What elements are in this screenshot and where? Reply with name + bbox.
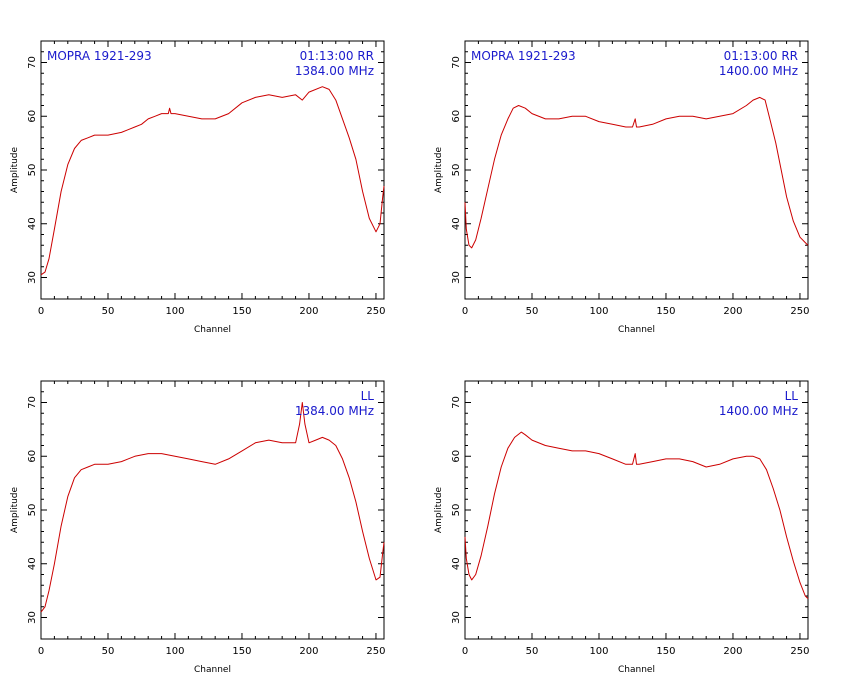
x-tick-label: 0 bbox=[38, 646, 44, 657]
y-tick-label: 50 bbox=[27, 164, 38, 177]
y-tick-label: 40 bbox=[451, 217, 462, 230]
y-tick-label: 70 bbox=[27, 396, 38, 409]
y-tick-label: 30 bbox=[451, 611, 462, 624]
source-annotation: MOPRA 1921-293 bbox=[47, 49, 152, 63]
x-axis-title: Channel bbox=[194, 665, 231, 675]
x-tick-label: 250 bbox=[366, 646, 385, 657]
y-tick-label: 50 bbox=[451, 164, 462, 177]
y-tick-label: 30 bbox=[27, 611, 38, 624]
x-axis-title: Channel bbox=[194, 325, 231, 335]
y-tick-label: 70 bbox=[451, 56, 462, 69]
x-tick-label: 200 bbox=[299, 646, 318, 657]
plot-frame bbox=[40, 380, 385, 640]
y-tick-label: 60 bbox=[451, 110, 462, 123]
frequency-annotation: 1384.00 MHz bbox=[295, 64, 374, 78]
x-tick-label: 50 bbox=[102, 646, 115, 657]
y-axis-title: Amplitude bbox=[434, 486, 444, 533]
spectrum-line-1 bbox=[464, 96, 809, 249]
y-axis-title: Amplitude bbox=[434, 146, 444, 193]
x-tick-label: 100 bbox=[165, 306, 184, 317]
source-annotation: MOPRA 1921-293 bbox=[471, 49, 576, 63]
y-tick-label: 40 bbox=[27, 557, 38, 570]
y-tick-label: 30 bbox=[27, 271, 38, 284]
time-pol-annotation: 01:13:00 RR bbox=[300, 49, 374, 63]
y-tick-label: 70 bbox=[451, 396, 462, 409]
time-pol-annotation: LL bbox=[785, 389, 799, 403]
plot-frame bbox=[464, 40, 809, 300]
frequency-annotation: 1384.00 MHz bbox=[295, 404, 374, 418]
frequency-annotation: 1400.00 MHz bbox=[719, 404, 798, 418]
x-axis-title: Channel bbox=[618, 325, 655, 335]
x-tick-label: 200 bbox=[723, 646, 742, 657]
chart-panel-4: 0 50 100 150 200 250 30 40 50 60 70 Channel Amplitud… bbox=[434, 380, 810, 675]
spectrum-line-1 bbox=[40, 86, 385, 276]
plot-frame bbox=[40, 40, 385, 300]
spectrum-line-1 bbox=[40, 402, 385, 613]
chart-panel-1: 0 50 100 150 200 250 30 40 50 60 70 Channel Amplitud… bbox=[10, 40, 386, 335]
x-tick-label: 0 bbox=[462, 306, 468, 317]
y-tick-label: 70 bbox=[27, 56, 38, 69]
x-tick-label: 250 bbox=[366, 306, 385, 317]
x-tick-label: 0 bbox=[462, 646, 468, 657]
y-axis-title: Amplitude bbox=[10, 486, 20, 533]
y-tick-label: 50 bbox=[451, 504, 462, 517]
x-tick-label: 50 bbox=[102, 306, 115, 317]
x-tick-label: 200 bbox=[299, 306, 318, 317]
x-tick-label: 100 bbox=[589, 306, 608, 317]
y-tick-label: 60 bbox=[27, 110, 38, 123]
x-tick-label: 100 bbox=[165, 646, 184, 657]
x-tick-label: 200 bbox=[723, 306, 742, 317]
x-tick-label: 250 bbox=[790, 646, 809, 657]
frequency-annotation: 1400.00 MHz bbox=[719, 64, 798, 78]
x-tick-label: 50 bbox=[526, 306, 539, 317]
x-tick-label: 150 bbox=[232, 306, 251, 317]
spectrum-line-1 bbox=[464, 431, 809, 600]
plot-frame bbox=[464, 380, 809, 640]
x-tick-label: 150 bbox=[656, 646, 675, 657]
time-pol-annotation: LL bbox=[361, 389, 375, 403]
chart-panel-2: 0 50 100 150 200 250 30 40 50 60 70 Channel Amplitud… bbox=[434, 40, 810, 335]
y-tick-label: 60 bbox=[27, 450, 38, 463]
y-tick-label: 60 bbox=[451, 450, 462, 463]
x-tick-label: 50 bbox=[526, 646, 539, 657]
y-tick-label: 40 bbox=[27, 217, 38, 230]
x-tick-label: 150 bbox=[232, 646, 251, 657]
y-axis-title: Amplitude bbox=[10, 146, 20, 193]
x-tick-label: 250 bbox=[790, 306, 809, 317]
x-tick-label: 0 bbox=[38, 306, 44, 317]
y-tick-label: 40 bbox=[451, 557, 462, 570]
chart-panel-3: 0 50 100 150 200 250 30 40 50 60 70 Channel Amplitud… bbox=[10, 380, 386, 675]
x-axis-title: Channel bbox=[618, 665, 655, 675]
x-tick-label: 100 bbox=[589, 646, 608, 657]
x-tick-label: 150 bbox=[656, 306, 675, 317]
y-tick-label: 30 bbox=[451, 271, 462, 284]
time-pol-annotation: 01:13:00 RR bbox=[724, 49, 798, 63]
y-tick-label: 50 bbox=[27, 504, 38, 517]
